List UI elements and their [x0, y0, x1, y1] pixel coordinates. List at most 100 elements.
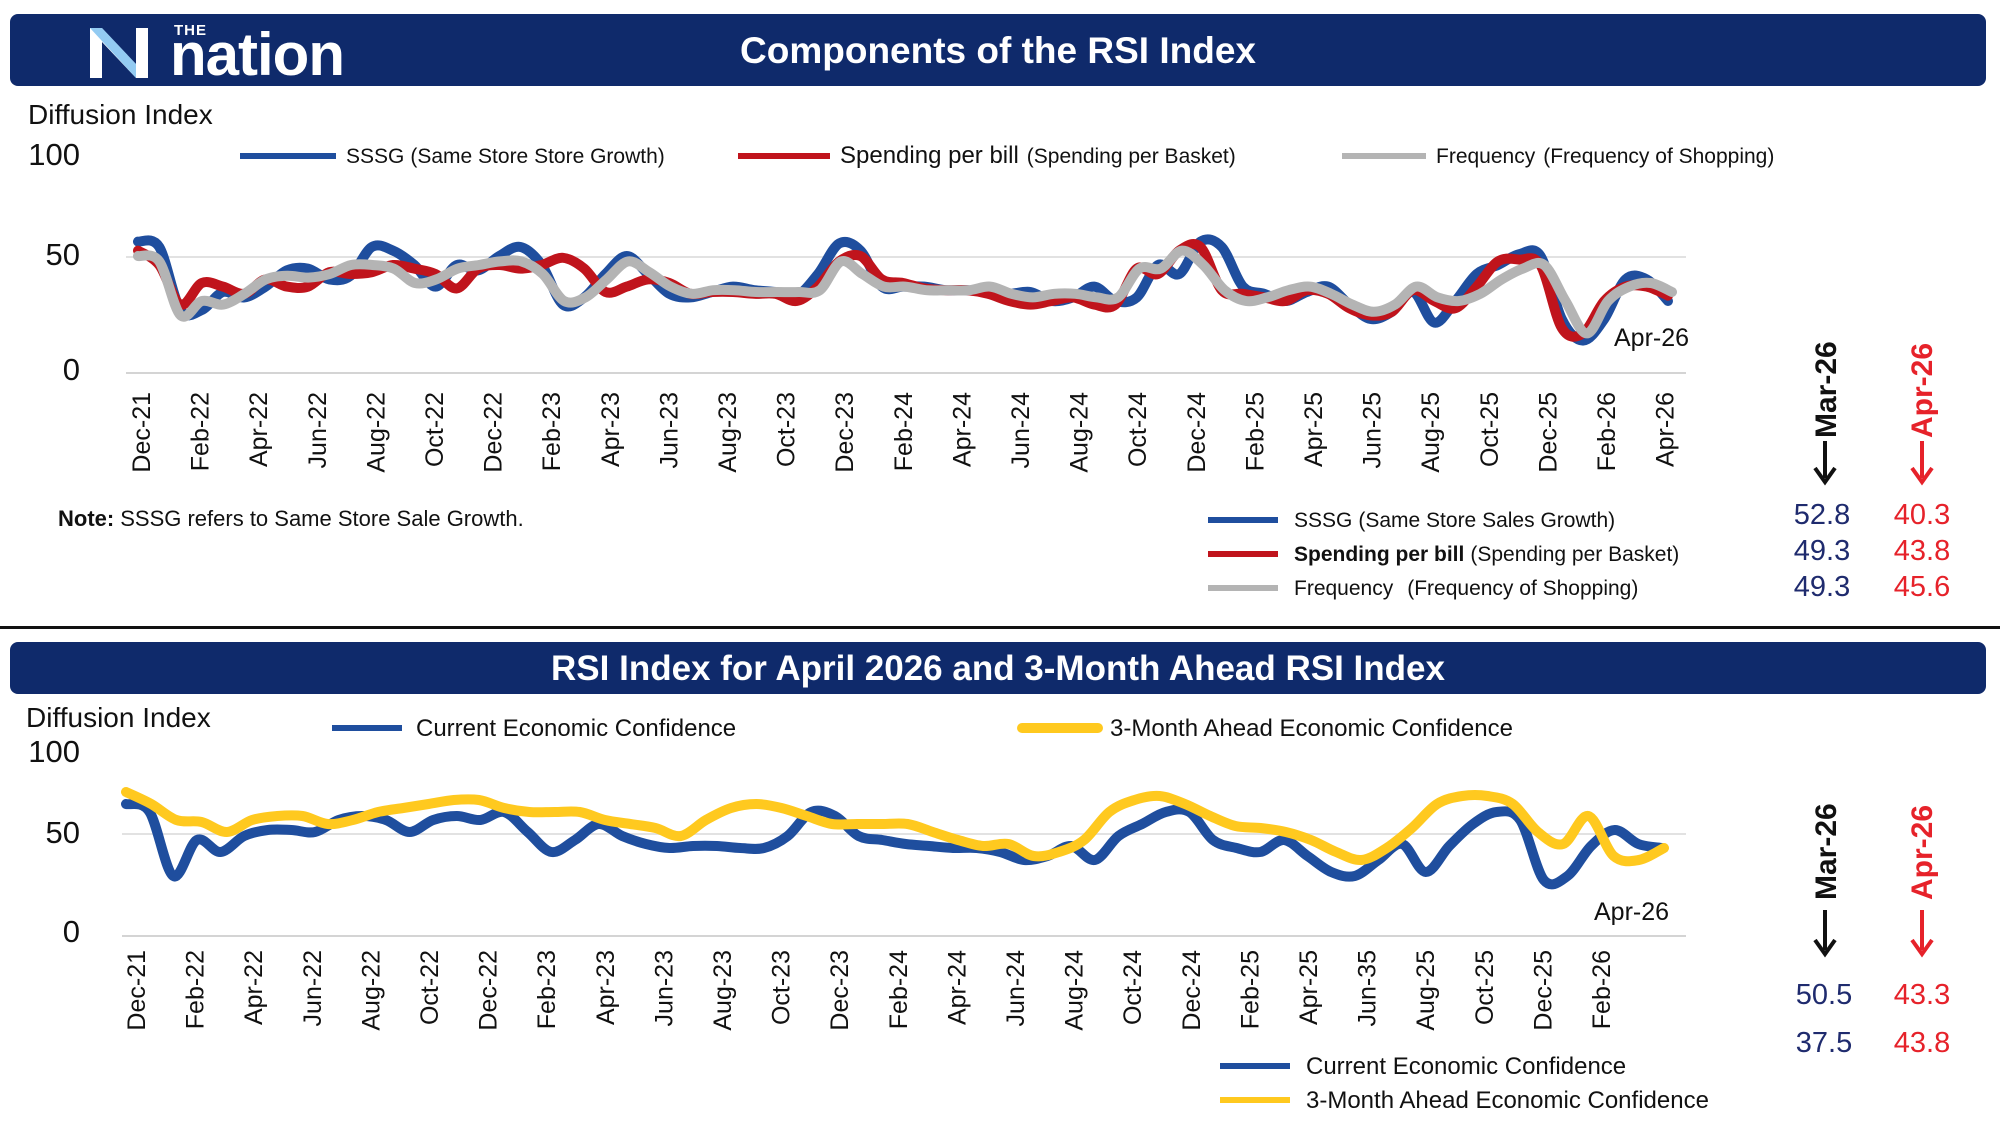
legend-top-2: Current Economic Confidence 3-Month Ahea… [332, 715, 1513, 742]
series-line-frequency [133, 245, 1677, 339]
chart1-apr-frequency: 45.6 [1894, 571, 1950, 603]
y-tick-0: 0 [63, 914, 80, 949]
x-tick-label: Aug-24 [1066, 392, 1094, 473]
x-tick-label: Apr-22 [240, 950, 268, 1025]
chart2-column-mar: Mar-26 50.5 37.5 [1796, 803, 1852, 1059]
x-tick-label: Aug-22 [362, 392, 390, 473]
y-tick-0: 0 [63, 352, 80, 387]
chart1-x-ticks: Dec-21 Feb-22 Apr-22 Jun-22 Aug-22 Oct-22 Dec-… [128, 392, 1680, 473]
x-tick-label: Dec-23 [831, 392, 859, 473]
chart2-x-ticks: Dec-21 Feb-22 Apr-22 Jun-22 Aug-22 Oct-22 Dec-… [123, 950, 1616, 1031]
y-tick-100: 100 [28, 137, 80, 172]
chart1-mar-sssg: 52.8 [1794, 499, 1850, 531]
x-tick-label: Apr-23 [592, 950, 620, 1025]
x-tick-label: Dec-22 [480, 392, 508, 473]
chart2-mar-header: Mar-26 [1810, 803, 1843, 900]
x-tick-label: Feb-22 [182, 950, 210, 1029]
chart1-apr-sssg: 40.3 [1894, 499, 1950, 531]
x-tick-label: Apr-25 [1295, 950, 1323, 1025]
legend-current-label: Current Economic Confidence [416, 715, 736, 742]
legend-bottom-current-label: Current Economic Confidence [1306, 1053, 1626, 1080]
x-tick-label: Jun-22 [304, 392, 332, 468]
x-tick-label: Aug-22 [357, 950, 385, 1031]
chart1-mar-frequency: 49.3 [1794, 571, 1850, 603]
x-tick-label: Apr-23 [597, 392, 625, 467]
x-tick-label: Oct-24 [1119, 950, 1147, 1025]
legend-bottom: SSSG (Same Store Sales Growth) Spending p… [1208, 509, 1679, 600]
x-tick-label: Apr-24 [948, 392, 976, 467]
x-tick-label: Dec-22 [475, 950, 503, 1031]
x-tick-label: Aug-25 [1412, 950, 1440, 1031]
gridlines [126, 256, 1686, 374]
chart2-mar-ahead: 37.5 [1796, 1027, 1852, 1059]
x-tick-label: Oct-24 [1124, 392, 1152, 467]
x-tick-label: Oct-23 [773, 392, 801, 467]
legend-sssg-detail: (Same Store Store Growth) [410, 145, 664, 168]
x-tick-label: Oct-25 [1476, 392, 1504, 467]
chart2-mar-current: 50.5 [1796, 979, 1852, 1011]
legend-sssg-name: SSSG [346, 145, 404, 168]
down-arrow-icon [1910, 441, 1934, 486]
legend-bottom-frequency-detail: (Frequency of Shopping) [1407, 577, 1638, 600]
chart2-apr-ahead: 43.8 [1894, 1027, 1950, 1059]
logo-the-text: THE [174, 22, 207, 39]
section-divider [0, 626, 2000, 629]
x-tick-label: Dec-21 [128, 392, 156, 473]
x-tick-label: Aug-25 [1417, 392, 1445, 473]
legend-frequency-label: Frequency (Frequency of Shopping) [1436, 145, 1774, 168]
chart2-apr-header: Apr-26 [1906, 805, 1939, 900]
x-tick-label: Feb-23 [533, 950, 561, 1029]
chart2-series [121, 787, 1669, 890]
x-tick-label: Apr-24 [943, 950, 971, 1025]
y-axis-title-2: Diffusion Index [26, 702, 211, 733]
chart1-mar-header: Mar-26 [1810, 341, 1843, 438]
y-ticks: 100 50 0 [28, 137, 80, 387]
x-tick-label: Feb-22 [187, 392, 215, 471]
y-tick-100: 100 [28, 734, 80, 769]
x-tick-label: Jun-22 [299, 950, 327, 1026]
legend-top: SSSG (Same Store Store Growth) Spending p… [240, 142, 1774, 169]
chart1-title: Components of the RSI Index [740, 30, 1256, 71]
down-arrow-icon [1813, 910, 1837, 958]
legend-bottom-ahead-label: 3-Month Ahead Economic Confidence [1306, 1087, 1709, 1114]
legend-bottom-sssg-detail: (Same Store Sales Growth) [1358, 509, 1615, 532]
x-tick-label: Feb-24 [890, 392, 918, 471]
x-tick-label: Oct-22 [416, 950, 444, 1025]
x-tick-label: Aug-23 [714, 392, 742, 473]
x-tick-label: Jun-24 [1007, 392, 1035, 469]
chart1-apr-spending: 43.8 [1894, 535, 1950, 567]
x-tick-label: Dec-21 [123, 950, 151, 1031]
y-tick-50: 50 [46, 815, 80, 850]
x-tick-label: Apr-22 [245, 392, 273, 467]
components-chart: Diffusion Index 100 50 0 SSSG (Same Store… [28, 99, 1950, 603]
chart2-column-apr: Apr-26 43.3 43.8 [1894, 805, 1950, 1059]
down-arrow-icon [1813, 441, 1837, 486]
legend-spending-label: Spending per bill (Spending per Basket) [840, 142, 1236, 169]
x-tick-label: Apr-26 [1652, 392, 1680, 467]
note-prefix: Note: [58, 506, 114, 531]
logo-wordmark: nation [170, 21, 345, 88]
x-tick-label: Feb-26 [1588, 950, 1616, 1029]
legend-bottom-2: Current Economic Confidence 3-Month Ahea… [1220, 1053, 1709, 1114]
series-line-current-economic-confidence [121, 798, 1667, 890]
legend-frequency-detail: (Frequency of Shopping) [1543, 145, 1774, 168]
legend-spending-detail: (Spending per Basket) [1027, 145, 1236, 168]
x-tick-label: Dec-25 [1534, 392, 1562, 473]
chart1-column-apr: Apr-26 40.3 43.8 45.6 [1894, 343, 1950, 603]
chart1-note: Note: SSSG refers to Same Store Sale Grow… [58, 506, 524, 531]
confidence-chart: Diffusion Index 100 50 0 Current Economi… [26, 702, 1950, 1114]
chart1-end-label: Apr-26 [1614, 324, 1689, 352]
top-banner: THE nation Components of the RSI Index [10, 14, 1986, 88]
the-nation-logo: THE nation [86, 18, 386, 88]
x-tick-label: Dec-24 [1183, 392, 1211, 473]
x-tick-label: Jun-25 [1359, 392, 1387, 468]
x-tick-label: Oct-23 [768, 950, 796, 1025]
x-tick-label: Feb-25 [1241, 392, 1269, 471]
legend-bottom-spending-label: Spending per bill (Spending per Basket) [1294, 543, 1679, 566]
nation-n-icon [90, 28, 148, 78]
chart2-title: RSI Index for April 2026 and 3-Month Ahe… [551, 649, 1445, 688]
chart2-apr-current: 43.3 [1894, 979, 1950, 1011]
x-tick-label: Dec-24 [1178, 950, 1206, 1031]
x-tick-label: Jun-23 [650, 950, 678, 1026]
chart1-apr-header: Apr-26 [1906, 343, 1939, 438]
